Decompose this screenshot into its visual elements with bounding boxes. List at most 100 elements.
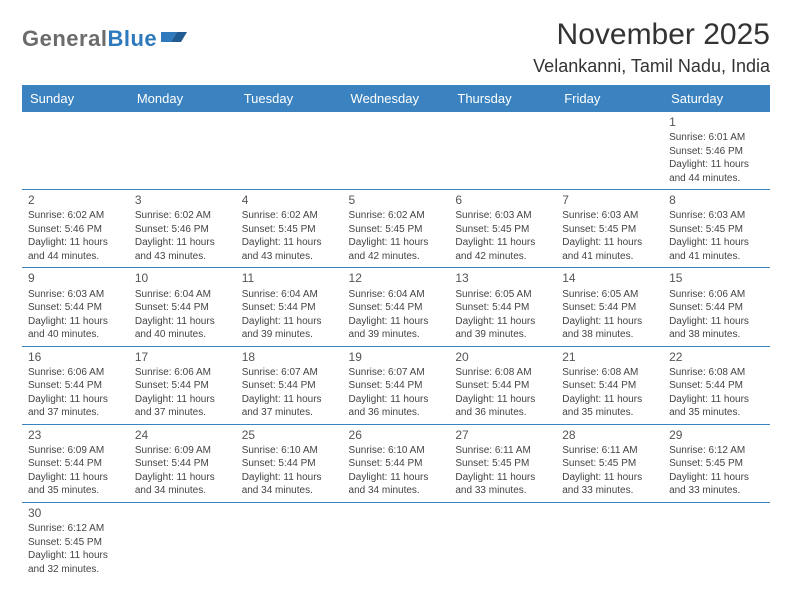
calendar-cell: 20Sunrise: 6:08 AMSunset: 5:44 PMDayligh… bbox=[449, 346, 556, 424]
day-number: 7 bbox=[562, 192, 657, 208]
title-block: November 2025 Velankanni, Tamil Nadu, In… bbox=[533, 18, 770, 77]
sunrise-line: Sunrise: 6:05 AM bbox=[455, 288, 550, 302]
sunrise-line: Sunrise: 6:06 AM bbox=[669, 288, 764, 302]
logo: GeneralBlue bbox=[22, 26, 187, 52]
calendar-cell: 17Sunrise: 6:06 AMSunset: 5:44 PMDayligh… bbox=[129, 346, 236, 424]
flag-icon bbox=[161, 26, 187, 52]
sunrise-line: Sunrise: 6:07 AM bbox=[242, 366, 337, 380]
sunset-line: Sunset: 5:44 PM bbox=[28, 457, 123, 471]
daylight-line: Daylight: 11 hours and 36 minutes. bbox=[455, 393, 550, 420]
sunset-line: Sunset: 5:45 PM bbox=[562, 223, 657, 237]
header: GeneralBlue November 2025 Velankanni, Ta… bbox=[22, 18, 770, 77]
day-number: 4 bbox=[242, 192, 337, 208]
sunset-line: Sunset: 5:44 PM bbox=[135, 379, 230, 393]
calendar-cell: 15Sunrise: 6:06 AMSunset: 5:44 PMDayligh… bbox=[663, 268, 770, 346]
sunrise-line: Sunrise: 6:03 AM bbox=[28, 288, 123, 302]
sunrise-line: Sunrise: 6:07 AM bbox=[349, 366, 444, 380]
sunrise-line: Sunrise: 6:02 AM bbox=[349, 209, 444, 223]
daylight-line: Daylight: 11 hours and 44 minutes. bbox=[669, 158, 764, 185]
sunrise-line: Sunrise: 6:02 AM bbox=[28, 209, 123, 223]
day-number: 16 bbox=[28, 349, 123, 365]
calendar-cell: 26Sunrise: 6:10 AMSunset: 5:44 PMDayligh… bbox=[343, 424, 450, 502]
calendar-cell bbox=[129, 112, 236, 190]
daylight-line: Daylight: 11 hours and 35 minutes. bbox=[562, 393, 657, 420]
sunset-line: Sunset: 5:45 PM bbox=[455, 457, 550, 471]
sunset-line: Sunset: 5:46 PM bbox=[28, 223, 123, 237]
sunset-line: Sunset: 5:44 PM bbox=[28, 379, 123, 393]
sunset-line: Sunset: 5:44 PM bbox=[455, 379, 550, 393]
sunrise-line: Sunrise: 6:11 AM bbox=[455, 444, 550, 458]
calendar-table: SundayMondayTuesdayWednesdayThursdayFrid… bbox=[22, 85, 770, 580]
calendar-cell: 1Sunrise: 6:01 AMSunset: 5:46 PMDaylight… bbox=[663, 112, 770, 190]
logo-text-general: General bbox=[22, 26, 107, 52]
calendar-cell bbox=[343, 112, 450, 190]
calendar-cell: 18Sunrise: 6:07 AMSunset: 5:44 PMDayligh… bbox=[236, 346, 343, 424]
day-number: 20 bbox=[455, 349, 550, 365]
daylight-line: Daylight: 11 hours and 35 minutes. bbox=[28, 471, 123, 498]
sunset-line: Sunset: 5:44 PM bbox=[242, 457, 337, 471]
day-number: 9 bbox=[28, 270, 123, 286]
calendar-cell: 7Sunrise: 6:03 AMSunset: 5:45 PMDaylight… bbox=[556, 190, 663, 268]
sunrise-line: Sunrise: 6:08 AM bbox=[562, 366, 657, 380]
calendar-row: 1Sunrise: 6:01 AMSunset: 5:46 PMDaylight… bbox=[22, 112, 770, 190]
day-number: 2 bbox=[28, 192, 123, 208]
sunset-line: Sunset: 5:45 PM bbox=[562, 457, 657, 471]
sunset-line: Sunset: 5:44 PM bbox=[242, 379, 337, 393]
logo-text-blue: Blue bbox=[107, 26, 157, 52]
sunrise-line: Sunrise: 6:04 AM bbox=[242, 288, 337, 302]
daylight-line: Daylight: 11 hours and 33 minutes. bbox=[455, 471, 550, 498]
sunset-line: Sunset: 5:44 PM bbox=[135, 457, 230, 471]
day-number: 21 bbox=[562, 349, 657, 365]
day-number: 8 bbox=[669, 192, 764, 208]
daylight-line: Daylight: 11 hours and 37 minutes. bbox=[242, 393, 337, 420]
calendar-cell: 12Sunrise: 6:04 AMSunset: 5:44 PMDayligh… bbox=[343, 268, 450, 346]
day-number: 15 bbox=[669, 270, 764, 286]
calendar-body: 1Sunrise: 6:01 AMSunset: 5:46 PMDaylight… bbox=[22, 112, 770, 580]
daylight-line: Daylight: 11 hours and 37 minutes. bbox=[135, 393, 230, 420]
sunrise-line: Sunrise: 6:09 AM bbox=[28, 444, 123, 458]
daylight-line: Daylight: 11 hours and 41 minutes. bbox=[562, 236, 657, 263]
sunrise-line: Sunrise: 6:01 AM bbox=[669, 131, 764, 145]
calendar-cell: 10Sunrise: 6:04 AMSunset: 5:44 PMDayligh… bbox=[129, 268, 236, 346]
day-number: 13 bbox=[455, 270, 550, 286]
calendar-row: 9Sunrise: 6:03 AMSunset: 5:44 PMDaylight… bbox=[22, 268, 770, 346]
sunrise-line: Sunrise: 6:12 AM bbox=[669, 444, 764, 458]
day-number: 19 bbox=[349, 349, 444, 365]
daylight-line: Daylight: 11 hours and 34 minutes. bbox=[349, 471, 444, 498]
calendar-row: 2Sunrise: 6:02 AMSunset: 5:46 PMDaylight… bbox=[22, 190, 770, 268]
calendar-cell: 16Sunrise: 6:06 AMSunset: 5:44 PMDayligh… bbox=[22, 346, 129, 424]
day-header: Monday bbox=[129, 85, 236, 112]
calendar-cell: 21Sunrise: 6:08 AMSunset: 5:44 PMDayligh… bbox=[556, 346, 663, 424]
daylight-line: Daylight: 11 hours and 42 minutes. bbox=[349, 236, 444, 263]
sunset-line: Sunset: 5:45 PM bbox=[28, 536, 123, 550]
calendar-cell: 29Sunrise: 6:12 AMSunset: 5:45 PMDayligh… bbox=[663, 424, 770, 502]
calendar-cell: 13Sunrise: 6:05 AMSunset: 5:44 PMDayligh… bbox=[449, 268, 556, 346]
daylight-line: Daylight: 11 hours and 39 minutes. bbox=[455, 315, 550, 342]
sunset-line: Sunset: 5:46 PM bbox=[135, 223, 230, 237]
calendar-cell: 4Sunrise: 6:02 AMSunset: 5:45 PMDaylight… bbox=[236, 190, 343, 268]
day-number: 5 bbox=[349, 192, 444, 208]
day-number: 11 bbox=[242, 270, 337, 286]
sunrise-line: Sunrise: 6:12 AM bbox=[28, 522, 123, 536]
daylight-line: Daylight: 11 hours and 38 minutes. bbox=[669, 315, 764, 342]
sunset-line: Sunset: 5:45 PM bbox=[349, 223, 444, 237]
sunrise-line: Sunrise: 6:10 AM bbox=[242, 444, 337, 458]
day-header: Thursday bbox=[449, 85, 556, 112]
calendar-cell bbox=[22, 112, 129, 190]
day-number: 17 bbox=[135, 349, 230, 365]
daylight-line: Daylight: 11 hours and 41 minutes. bbox=[669, 236, 764, 263]
day-number: 30 bbox=[28, 505, 123, 521]
daylight-line: Daylight: 11 hours and 43 minutes. bbox=[135, 236, 230, 263]
day-header-row: SundayMondayTuesdayWednesdayThursdayFrid… bbox=[22, 85, 770, 112]
daylight-line: Daylight: 11 hours and 33 minutes. bbox=[669, 471, 764, 498]
calendar-cell: 6Sunrise: 6:03 AMSunset: 5:45 PMDaylight… bbox=[449, 190, 556, 268]
calendar-cell: 30Sunrise: 6:12 AMSunset: 5:45 PMDayligh… bbox=[22, 502, 129, 580]
sunrise-line: Sunrise: 6:09 AM bbox=[135, 444, 230, 458]
day-number: 1 bbox=[669, 114, 764, 130]
day-number: 10 bbox=[135, 270, 230, 286]
daylight-line: Daylight: 11 hours and 34 minutes. bbox=[242, 471, 337, 498]
daylight-line: Daylight: 11 hours and 38 minutes. bbox=[562, 315, 657, 342]
sunset-line: Sunset: 5:44 PM bbox=[562, 379, 657, 393]
calendar-cell: 28Sunrise: 6:11 AMSunset: 5:45 PMDayligh… bbox=[556, 424, 663, 502]
sunrise-line: Sunrise: 6:06 AM bbox=[28, 366, 123, 380]
